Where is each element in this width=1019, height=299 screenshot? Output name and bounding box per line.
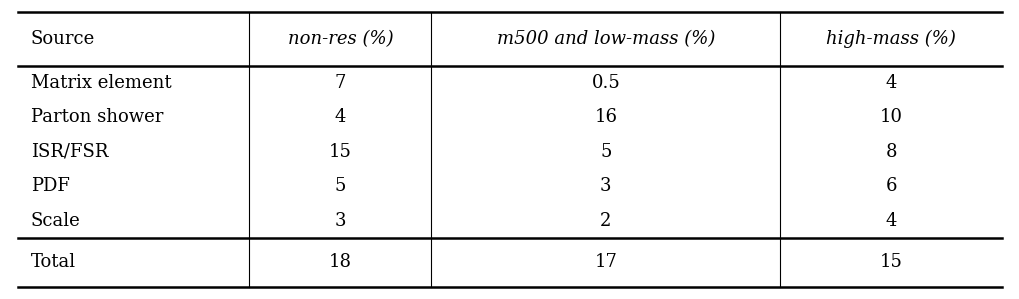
Text: 8: 8 — [884, 143, 896, 161]
Text: 3: 3 — [599, 177, 611, 195]
Text: Parton shower: Parton shower — [31, 108, 163, 126]
Text: Source: Source — [31, 30, 95, 48]
Text: 15: 15 — [878, 253, 902, 271]
Text: 5: 5 — [599, 143, 611, 161]
Text: 4: 4 — [334, 108, 345, 126]
Text: Scale: Scale — [31, 211, 81, 230]
Text: 17: 17 — [594, 253, 616, 271]
Text: 16: 16 — [594, 108, 616, 126]
Text: m500 and low-mass (%): m500 and low-mass (%) — [496, 30, 714, 48]
Text: 2: 2 — [599, 211, 611, 230]
Text: 10: 10 — [878, 108, 902, 126]
Text: Total: Total — [31, 253, 75, 271]
Text: 15: 15 — [328, 143, 352, 161]
Text: 4: 4 — [884, 211, 896, 230]
Text: 3: 3 — [334, 211, 345, 230]
Text: ISR/FSR: ISR/FSR — [31, 143, 108, 161]
Text: 7: 7 — [334, 74, 345, 92]
Text: non-res (%): non-res (%) — [287, 30, 392, 48]
Text: high-mass (%): high-mass (%) — [825, 30, 955, 48]
Text: 4: 4 — [884, 74, 896, 92]
Text: 6: 6 — [884, 177, 896, 195]
Text: Matrix element: Matrix element — [31, 74, 171, 92]
Text: PDF: PDF — [31, 177, 69, 195]
Text: 5: 5 — [334, 177, 345, 195]
Text: 0.5: 0.5 — [591, 74, 620, 92]
Text: 18: 18 — [328, 253, 352, 271]
